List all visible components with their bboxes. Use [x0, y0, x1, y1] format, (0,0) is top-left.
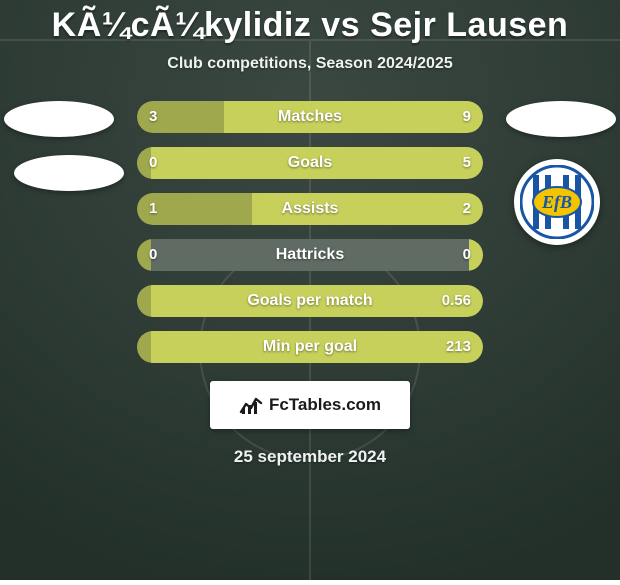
stat-row: 05Goals	[137, 147, 483, 179]
player-left-badge	[4, 101, 114, 137]
stat-rows: 39Matches 05Goals 12Assists 00Hattricks 0.56…	[137, 101, 483, 363]
player-left-badge-2	[14, 155, 124, 191]
club-logo-text: EfB	[541, 192, 572, 212]
content: KÃ¼cÃ¼kylidiz vs Sejr Lausen Club compet…	[0, 0, 620, 580]
chart-icon	[239, 394, 263, 416]
chart-area: EfB 39Matches 05Goals 12Assists 00Hattricks…	[0, 101, 620, 363]
club-logo-svg: EfB	[520, 165, 594, 239]
brand-pill[interactable]: FcTables.com	[210, 381, 410, 429]
row-label: Hattricks	[137, 239, 483, 271]
stat-row: 00Hattricks	[137, 239, 483, 271]
page-title: KÃ¼cÃ¼kylidiz vs Sejr Lausen	[52, 6, 569, 45]
brand-text: FcTables.com	[269, 395, 381, 415]
row-label: Goals per match	[137, 285, 483, 317]
stat-row: 12Assists	[137, 193, 483, 225]
stat-row: 0.56Goals per match	[137, 285, 483, 317]
subtitle: Club competitions, Season 2024/2025	[167, 55, 452, 73]
stat-row: 213Min per goal	[137, 331, 483, 363]
stat-row: 39Matches	[137, 101, 483, 133]
row-label: Matches	[137, 101, 483, 133]
date-text: 25 september 2024	[234, 447, 386, 467]
row-label: Assists	[137, 193, 483, 225]
row-label: Min per goal	[137, 331, 483, 363]
player-right-badge	[506, 101, 616, 137]
row-label: Goals	[137, 147, 483, 179]
club-logo: EfB	[514, 159, 600, 245]
